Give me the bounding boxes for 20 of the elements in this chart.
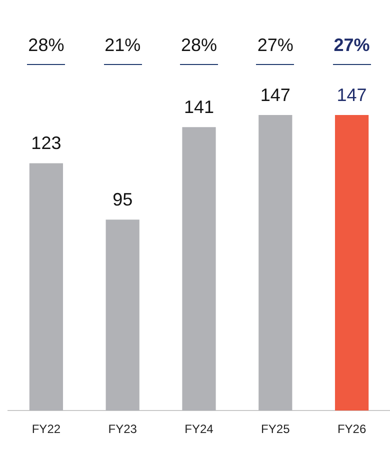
text: 21% [104,35,141,55]
data-label: 147 [336,84,367,105]
data-label: 141 [184,97,214,118]
bar [106,220,140,411]
bar [182,127,216,411]
x-tick-label: FY23 [108,422,138,436]
text: 28% [28,35,64,55]
bar [334,115,369,411]
x-tick-label: FY22 [32,422,61,436]
bar [29,163,64,411]
data-label: 95 [112,190,133,210]
data-label: 147 [260,84,290,105]
text: 27% [257,35,294,55]
data-label: 123 [31,133,62,154]
bar [258,115,292,411]
x-tick-label: FY26 [337,422,366,436]
text: 27% [334,35,370,55]
x-tick-label: FY25 [261,422,290,436]
text: 28% [180,35,218,55]
x-tick-label: FY24 [184,422,214,436]
